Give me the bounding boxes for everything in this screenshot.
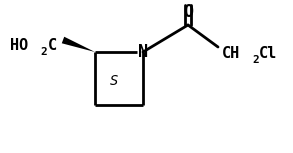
Text: Cl: Cl (259, 45, 277, 60)
Text: 2: 2 (40, 47, 47, 57)
Polygon shape (62, 37, 95, 52)
Text: HO: HO (10, 37, 28, 52)
Text: C: C (48, 37, 57, 52)
Text: O: O (183, 3, 193, 21)
Text: 2: 2 (252, 55, 259, 65)
Text: S: S (110, 74, 118, 88)
Text: CH: CH (222, 45, 240, 60)
Text: N: N (138, 43, 148, 61)
